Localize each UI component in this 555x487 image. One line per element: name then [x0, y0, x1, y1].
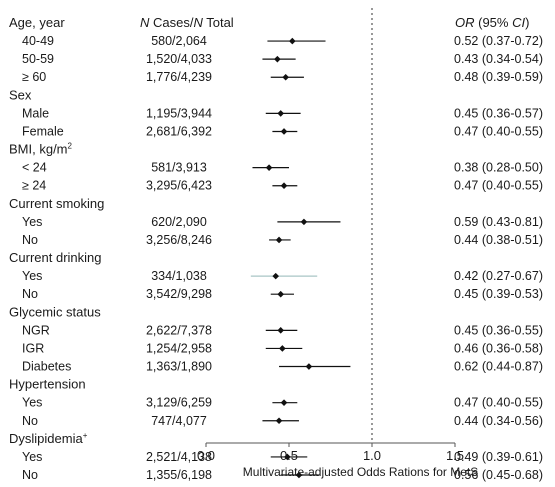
- or-ci-text: 0.45 (0.36-0.55): [454, 323, 543, 337]
- or-ci-text: 0.47 (0.40-0.55): [454, 179, 543, 193]
- row-label: < 24: [22, 161, 47, 175]
- row-label: 40-49: [22, 34, 54, 48]
- row-label: Yes: [22, 396, 42, 410]
- or-point-marker: [275, 417, 283, 425]
- row-label: No: [22, 287, 38, 301]
- or-point-marker: [272, 272, 280, 280]
- or-point-marker: [277, 327, 284, 334]
- or-point-marker: [284, 453, 291, 461]
- row-label: Yes: [22, 215, 42, 229]
- group-label: Dyslipidemia+: [9, 431, 88, 446]
- row-label: 50-59: [22, 52, 54, 66]
- or-ci-text: 0.38 (0.28-0.50): [454, 161, 543, 175]
- cases-total: 1,254/2,958: [146, 341, 212, 355]
- or-column-header: OR (95% CI): [455, 15, 529, 30]
- or-point-marker: [275, 236, 283, 244]
- cases-total: 1,355/6,198: [146, 468, 212, 482]
- or-ci-text: 0.43 (0.34-0.54): [454, 52, 543, 66]
- row-label: IGR: [22, 341, 44, 355]
- group-label: Hypertension: [9, 377, 86, 392]
- row-label: ≥ 60: [22, 70, 46, 84]
- or-ci-text: 0.45 (0.36-0.57): [454, 106, 543, 120]
- cases-total: 3,295/6,423: [146, 179, 212, 193]
- row-label: No: [22, 233, 38, 247]
- cases-total: 1,520/4,033: [146, 52, 212, 66]
- cases-total: 747/4,077: [151, 414, 207, 428]
- or-ci-text: 0.59 (0.43-0.81): [454, 215, 543, 229]
- row-label: Female: [22, 124, 64, 138]
- cases-total: 3,129/6,259: [146, 396, 212, 410]
- or-point-marker: [282, 73, 289, 81]
- or-ci-text: 0.48 (0.39-0.59): [454, 70, 543, 84]
- or-point-marker: [305, 363, 313, 370]
- or-point-marker: [277, 290, 284, 298]
- or-ci-text: 0.49 (0.39-0.61): [454, 450, 543, 464]
- group-label: Sex: [9, 87, 32, 102]
- or-ci-text: 0.42 (0.27-0.67): [454, 269, 543, 283]
- cases-total: 334/1,038: [151, 269, 207, 283]
- or-ci-text: 0.45 (0.39-0.53): [454, 287, 543, 301]
- cases-total: 581/3,913: [151, 161, 207, 175]
- row-label: Yes: [22, 450, 42, 464]
- x-tick-label: 1.0: [363, 448, 381, 463]
- or-ci-text: 0.44 (0.38-0.51): [454, 233, 543, 247]
- or-point-marker: [280, 128, 288, 135]
- or-point-marker: [300, 218, 308, 226]
- row-label: Yes: [22, 269, 42, 283]
- row-label: Diabetes: [22, 360, 71, 374]
- cases-total: 2,521/4,138: [146, 450, 212, 464]
- or-point-marker: [295, 471, 303, 479]
- group-label: Current smoking: [9, 196, 104, 211]
- or-point-marker: [280, 182, 288, 190]
- or-ci-text: 0.62 (0.44-0.87): [454, 360, 543, 374]
- group-label-age: Age, year: [9, 15, 65, 30]
- forest-rows: Age, year 40-49 580/2,064 0.52 (0.37-0.72) 5…: [9, 15, 543, 482]
- row-label: No: [22, 468, 38, 482]
- or-ci-text: 0.47 (0.40-0.55): [454, 396, 543, 410]
- or-point-marker: [265, 164, 273, 171]
- row-label: NGR: [22, 323, 50, 337]
- cases-total: 580/2,064: [151, 34, 207, 48]
- x-axis-title: Multivariate-adjusted Odds Rations for M…: [243, 465, 478, 479]
- cases-total: 1,195/3,944: [146, 106, 212, 120]
- cases-total: 1,776/4,239: [146, 70, 212, 84]
- or-ci-text: 0.46 (0.36-0.58): [454, 341, 543, 355]
- group-label: Current drinking: [9, 250, 102, 265]
- or-ci-text: 0.44 (0.34-0.56): [454, 414, 543, 428]
- cases-total: 2,622/7,378: [146, 323, 212, 337]
- or-point-marker: [274, 55, 281, 63]
- cases-total: 2,681/6,392: [146, 124, 212, 138]
- cases-total: 1,363/1,890: [146, 360, 212, 374]
- or-ci-text: 0.47 (0.40-0.55): [454, 124, 543, 138]
- or-point-marker: [289, 37, 296, 45]
- cases-column-header: N Cases/N Total: [140, 15, 234, 30]
- cases-total: 3,542/9,298: [146, 287, 212, 301]
- or-ci-text: 0.52 (0.37-0.72): [454, 34, 543, 48]
- or-ci-text: 0.56 (0.45-0.68): [454, 468, 543, 482]
- group-label: Glycemic status: [9, 304, 101, 319]
- cases-total: 3,256/8,246: [146, 233, 212, 247]
- row-label: Male: [22, 106, 49, 120]
- x-axis: 0.0 0.5 1.0 1.5 Multivariate-adjusted Odds R…: [197, 8, 478, 479]
- x-tick-label: 0.0: [197, 448, 215, 463]
- cases-total: 620/2,090: [151, 215, 207, 229]
- or-point-marker: [279, 345, 286, 352]
- group-label: BMI, kg/m2: [9, 142, 73, 157]
- or-point-marker: [277, 110, 284, 117]
- column-headers: N Cases/N Total OR (95% CI): [140, 15, 529, 30]
- x-tick-label: 1.5: [446, 448, 464, 463]
- row-label: ≥ 24: [22, 179, 46, 193]
- x-tick-label: 0.5: [280, 448, 298, 463]
- or-point-marker: [280, 399, 288, 406]
- row-label: No: [22, 414, 38, 428]
